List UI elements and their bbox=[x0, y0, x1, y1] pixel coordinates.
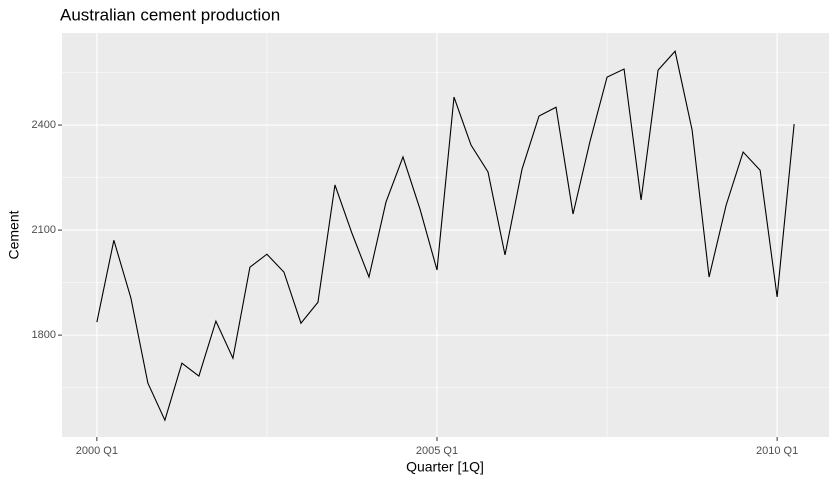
y-axis-title: Cement bbox=[6, 210, 22, 259]
x-tick-label: 2005 Q1 bbox=[416, 445, 458, 457]
grid bbox=[62, 33, 829, 437]
y-tick-label: 1800 bbox=[32, 329, 56, 341]
line bbox=[96, 50, 795, 422]
panel bbox=[62, 33, 829, 437]
x-axis-title: Quarter [1Q] bbox=[406, 459, 484, 475]
x-tick-label: 2010 Q1 bbox=[756, 445, 798, 457]
chart-title: Australian cement production bbox=[60, 5, 280, 24]
y-tick-label: 2400 bbox=[32, 119, 56, 131]
x-tick-label: 2000 Q1 bbox=[76, 445, 118, 457]
y-tick-label: 2100 bbox=[32, 224, 56, 236]
marks bbox=[96, 50, 795, 422]
